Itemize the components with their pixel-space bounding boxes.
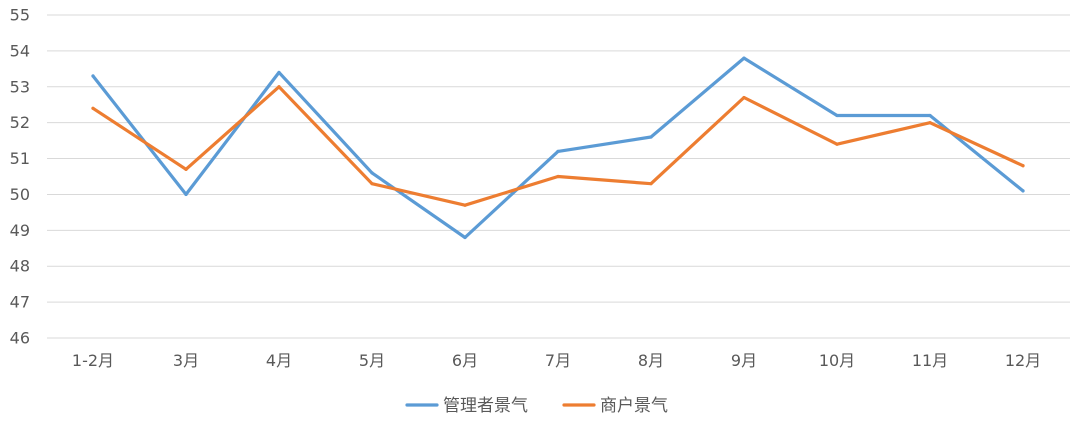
- x-tick-label: 4月: [266, 351, 292, 370]
- data-point: [556, 174, 560, 179]
- x-tick-label: 5月: [359, 351, 385, 370]
- data-point: [184, 167, 188, 171]
- data-point: [649, 135, 653, 139]
- y-tick-label: 53: [10, 77, 30, 96]
- series-lines: [91, 56, 1025, 240]
- data-point: [463, 203, 467, 207]
- legend: 管理者景气 商户景气: [405, 396, 668, 416]
- data-point: [463, 235, 467, 240]
- y-tick-label: 48: [10, 257, 30, 276]
- x-tick-label: 12月: [1005, 351, 1041, 370]
- y-tick-label: 51: [10, 149, 30, 168]
- x-axis: 1-2月 3月 4月 5月 6月 7月 8月 9月 10月 11月 12月: [72, 351, 1041, 370]
- x-tick-label: 10月: [819, 351, 855, 370]
- data-point: [1021, 164, 1025, 168]
- x-tick-label: 7月: [545, 351, 571, 370]
- x-tick-label: 11月: [912, 351, 948, 370]
- y-tick-label: 47: [10, 293, 30, 312]
- data-point: [649, 182, 653, 186]
- data-point: [91, 106, 95, 110]
- data-point: [556, 149, 560, 153]
- legend-label: 商户景气: [600, 396, 668, 416]
- gridlines: [47, 14, 1070, 339]
- data-point: [835, 113, 839, 118]
- y-tick-label: 54: [10, 41, 30, 60]
- data-point: [370, 171, 374, 175]
- data-point: [1021, 189, 1025, 193]
- data-point: [742, 95, 746, 100]
- x-tick-label: 3月: [173, 351, 199, 370]
- x-tick-label: 1-2月: [72, 351, 114, 370]
- data-point: [928, 121, 932, 125]
- y-tick-label: 46: [10, 329, 30, 348]
- data-point: [91, 74, 95, 78]
- data-point: [835, 142, 839, 146]
- series-line-1: [91, 56, 1025, 240]
- x-tick-label: 8月: [638, 351, 664, 370]
- y-tick-label: 49: [10, 221, 30, 240]
- data-point: [184, 192, 188, 197]
- series-line-2: [91, 85, 1025, 207]
- data-point: [742, 56, 746, 60]
- x-tick-label: 6月: [452, 351, 478, 370]
- y-axis: 46 47 48 49 50 51 52 53 54 55: [10, 6, 30, 348]
- x-tick-label: 9月: [731, 351, 757, 370]
- y-tick-label: 50: [10, 185, 30, 204]
- data-point: [370, 182, 374, 186]
- data-point: [928, 113, 932, 118]
- legend-label: 管理者景气: [443, 396, 528, 416]
- data-point: [277, 70, 281, 75]
- y-tick-label: 52: [10, 113, 30, 132]
- data-point: [277, 85, 281, 89]
- y-tick-label: 55: [10, 6, 30, 25]
